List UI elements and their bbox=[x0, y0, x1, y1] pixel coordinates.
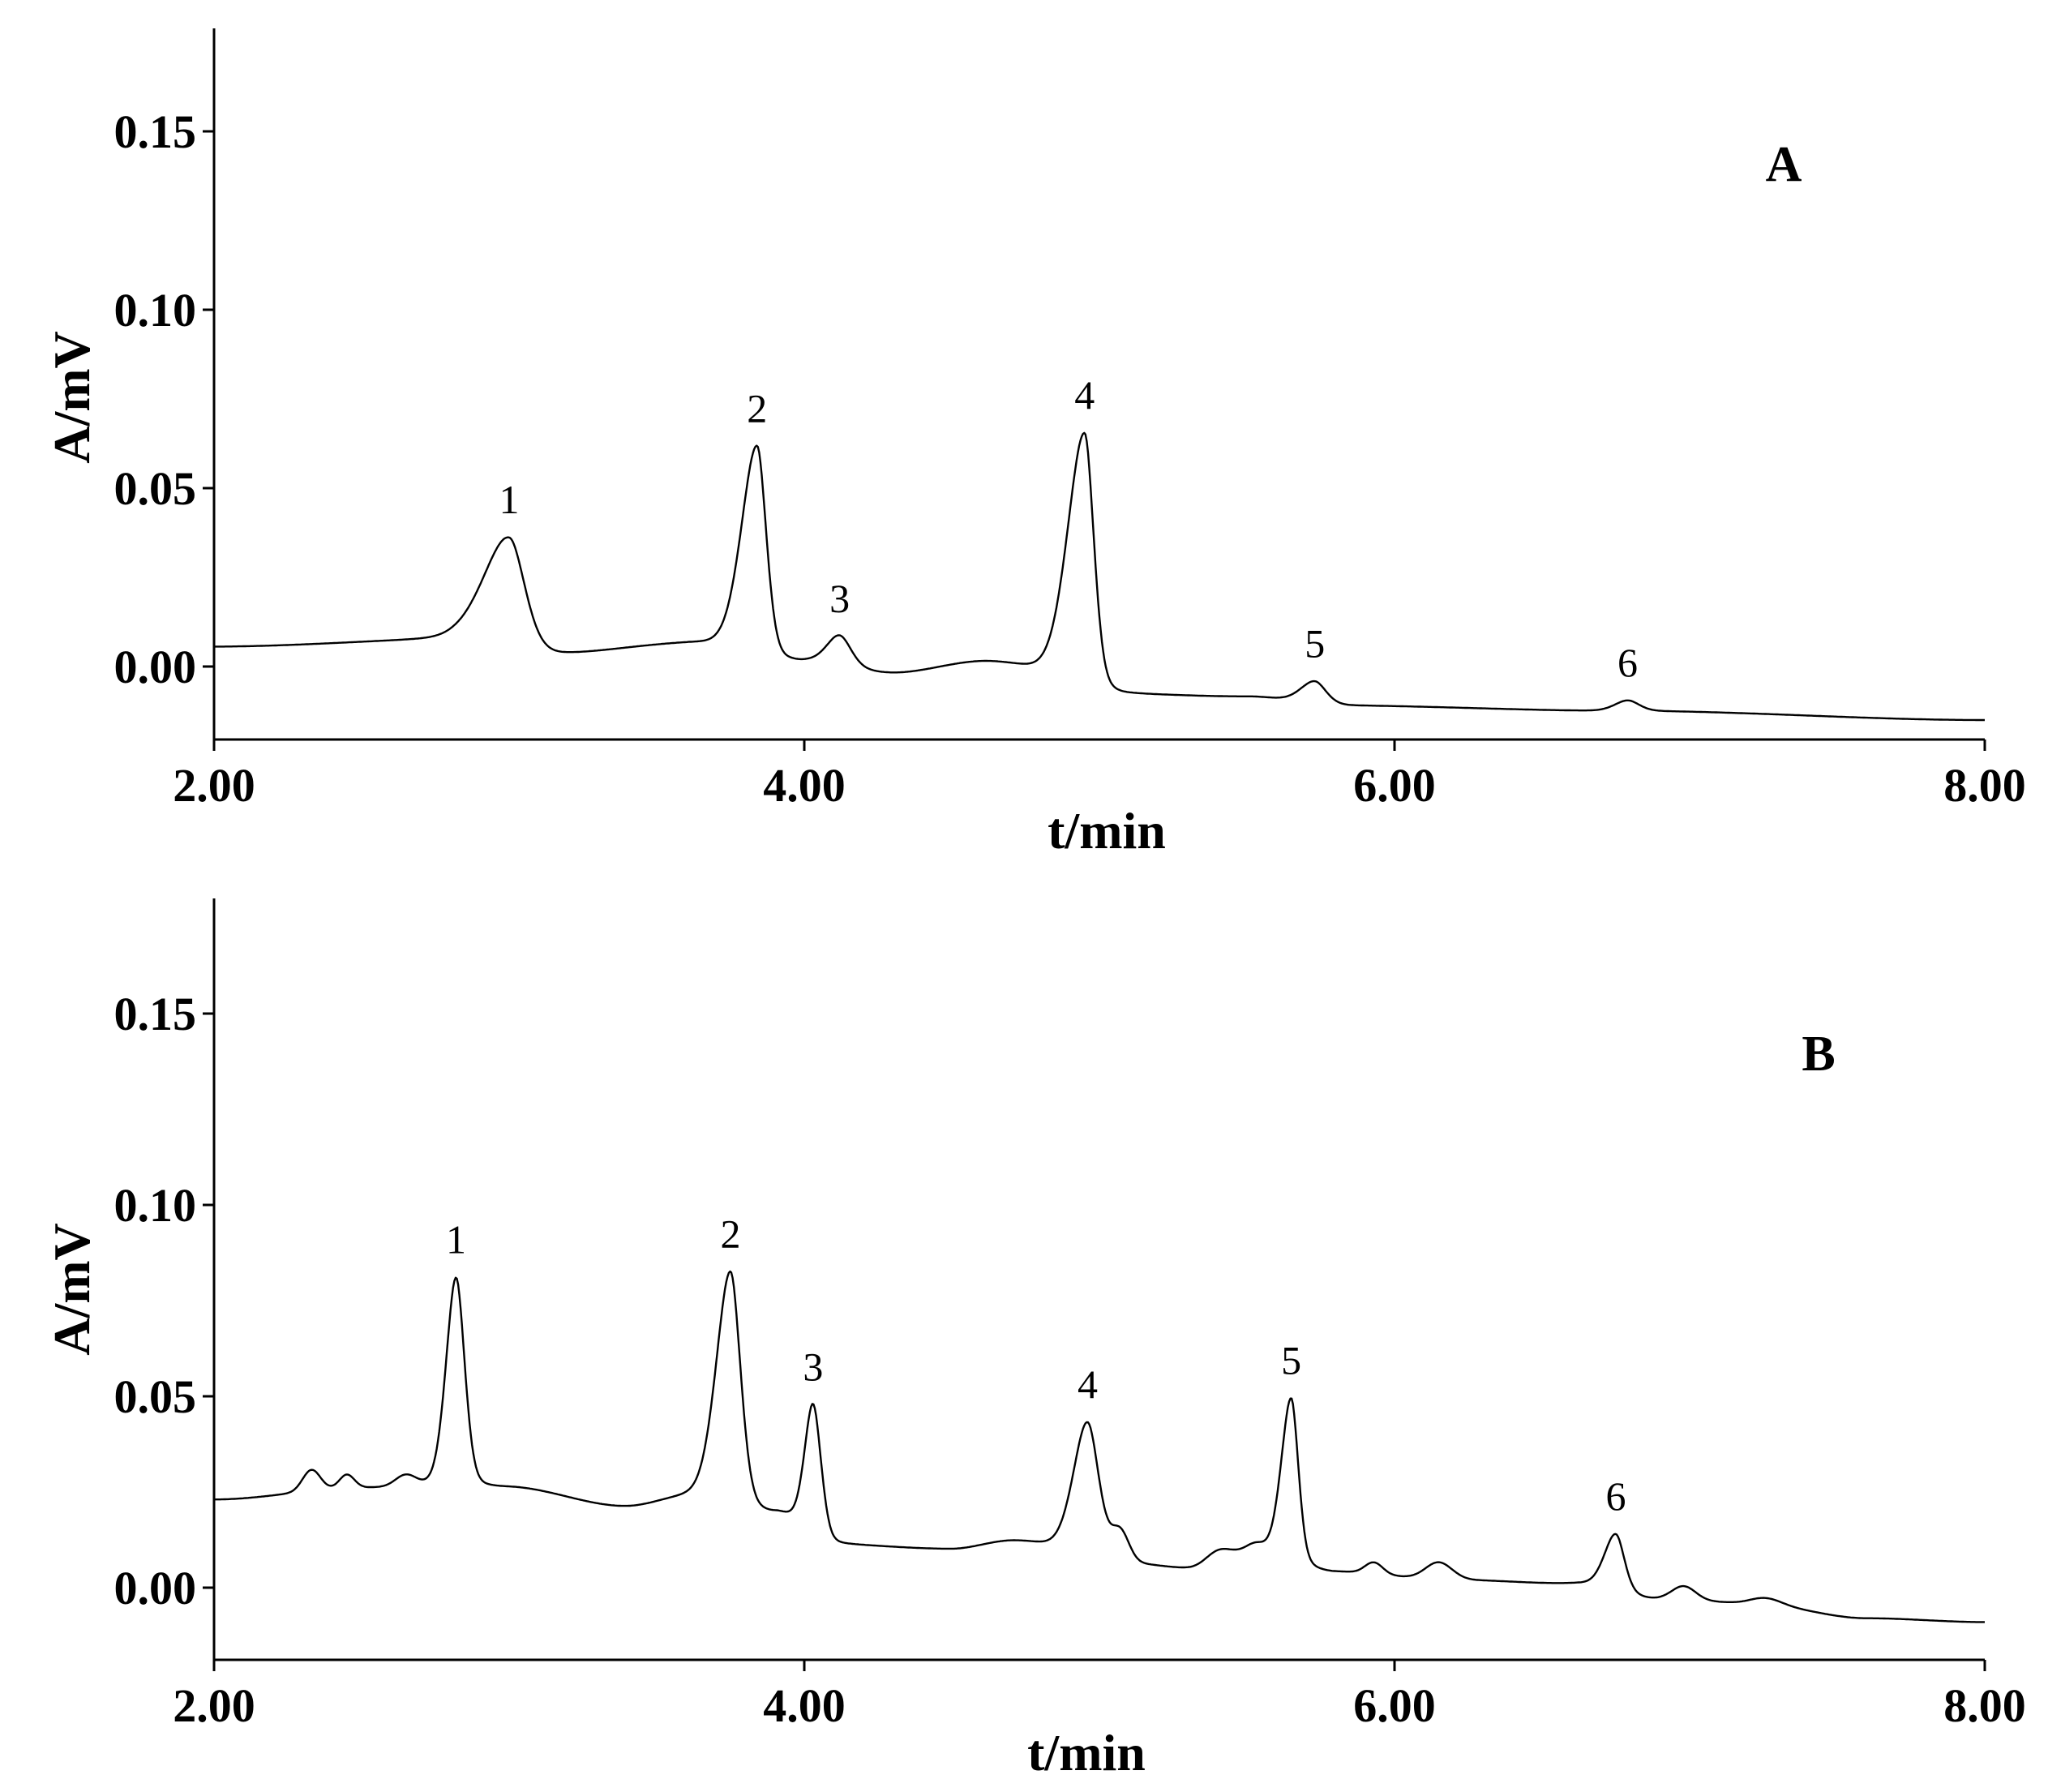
peak-label-6: 6 bbox=[1606, 1473, 1626, 1519]
y-tick-label: 0.00 bbox=[114, 1562, 197, 1614]
panel-b-label: B bbox=[1802, 1027, 1835, 1082]
x-tick-label: 2.00 bbox=[173, 759, 255, 812]
y-tick-label: 0.00 bbox=[114, 641, 197, 693]
panel-b-y-axis-title: A/mV bbox=[43, 1223, 101, 1356]
peak-label-1: 1 bbox=[446, 1217, 466, 1263]
x-tick-label: 4.00 bbox=[763, 759, 846, 812]
panel-a-ticks: 2.00 4.00 6.00 8.00 0.00 0.05 0.10 0.15 bbox=[114, 105, 2026, 812]
panel-b-x-axis-title: t/min bbox=[1027, 1724, 1146, 1781]
y-tick-label: 0.05 bbox=[114, 462, 197, 515]
peak-label-2: 2 bbox=[721, 1211, 741, 1257]
peak-label-4: 4 bbox=[1078, 1361, 1098, 1407]
peak-label-5: 5 bbox=[1305, 620, 1325, 666]
y-tick-label: 0.10 bbox=[114, 1179, 197, 1232]
peak-label-2: 2 bbox=[747, 385, 767, 431]
panel-a-peak-labels: 1 2 3 4 5 6 bbox=[499, 372, 1639, 685]
panel-a-label: A bbox=[1766, 137, 1802, 192]
chromatogram-trace bbox=[214, 1270, 1985, 1623]
panel-a-x-axis-title: t/min bbox=[1048, 802, 1166, 860]
peak-label-3: 3 bbox=[829, 576, 850, 621]
peak-label-4: 4 bbox=[1074, 372, 1095, 418]
y-tick-label: 0.15 bbox=[114, 105, 197, 158]
x-tick-label: 6.00 bbox=[1353, 759, 1436, 812]
x-tick-label: 8.00 bbox=[1943, 1679, 2026, 1732]
x-tick-label: 2.00 bbox=[173, 1679, 255, 1732]
peak-label-1: 1 bbox=[499, 477, 520, 522]
y-tick-label: 0.05 bbox=[114, 1370, 197, 1423]
x-tick-label: 4.00 bbox=[763, 1679, 846, 1732]
panel-a: A/mV t/min A 2.00 4.00 6.00 8.00 0.00 0.05 0.1… bbox=[43, 28, 2026, 860]
panel-b: A/mV t/min B 2.00 4.00 6.00 8.00 0.00 0.05 0.1… bbox=[43, 898, 2026, 1781]
chromatogram-trace bbox=[214, 431, 1985, 722]
y-tick-label: 0.10 bbox=[114, 284, 197, 337]
peak-label-6: 6 bbox=[1617, 640, 1638, 685]
peak-label-3: 3 bbox=[803, 1344, 823, 1390]
peak-label-5: 5 bbox=[1281, 1337, 1301, 1383]
y-tick-label: 0.15 bbox=[114, 988, 197, 1040]
panel-a-trace-group bbox=[214, 431, 1985, 722]
x-tick-label: 6.00 bbox=[1353, 1679, 1436, 1732]
panel-b-axes bbox=[212, 898, 1985, 1661]
panel-a-axes bbox=[212, 28, 1985, 741]
panel-b-trace-group bbox=[214, 1270, 1985, 1623]
panel-b-ticks: 2.00 4.00 6.00 8.00 0.00 0.05 0.10 0.15 bbox=[114, 988, 2026, 1732]
panel-a-y-axis-title: A/mV bbox=[43, 331, 101, 464]
x-tick-label: 8.00 bbox=[1943, 759, 2026, 812]
panel-b-peak-labels: 1 2 3 4 5 6 bbox=[446, 1211, 1626, 1519]
